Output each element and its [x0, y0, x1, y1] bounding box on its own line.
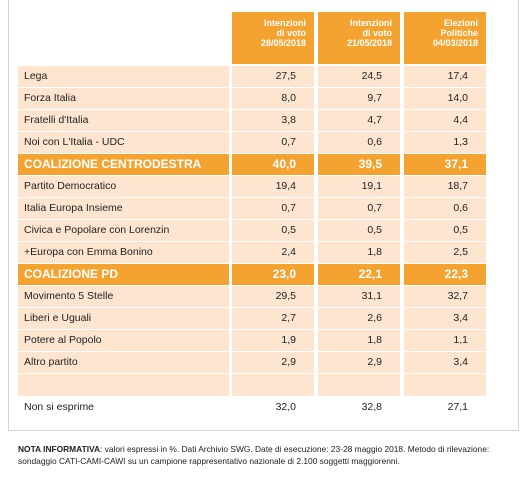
table-row: Movimento 5 Stelle 29,5 31,1 32,7	[18, 286, 489, 307]
note-text: : valori espressi in %. Dati Archivio SW…	[18, 444, 490, 466]
value-cell: 22,1	[318, 264, 400, 285]
row-label: Fratelli d'Italia	[18, 110, 229, 131]
value-cell: 2,7	[232, 308, 314, 329]
table-row: Civica e Popolare con Lorenzin 0,5 0,5 0,5	[18, 220, 489, 241]
value-cell: 1,9	[232, 330, 314, 351]
value-cell: 3,4	[404, 352, 486, 373]
value-cell: 32,8	[361, 401, 382, 413]
coalition-row: COALIZIONE CENTRODESTRA 40,0 39,5 37,1	[18, 154, 489, 175]
spacer-cell	[18, 374, 229, 396]
column-header-2: Intenzioni di voto 21/05/2018	[318, 12, 400, 64]
value-cell: 18,7	[404, 176, 486, 197]
column-header-1: Intenzioni di voto 28/05/2018	[232, 12, 314, 64]
value-cell: 1,8	[318, 330, 400, 351]
value-cell: 9,7	[318, 88, 400, 109]
table-row: Fratelli d'Italia 3,8 4,7 4,4	[18, 110, 489, 131]
table-row: Liberi e Uguali 2,7 2,6 3,4	[18, 308, 489, 329]
row-label: Forza Italia	[18, 88, 229, 109]
value-cell: 0,7	[232, 198, 314, 219]
row-label: Altro partito	[18, 352, 229, 373]
table-row: Italia Europa Insieme 0,7 0,7 0,6	[18, 198, 489, 219]
table-row: Potere al Popolo 1,9 1,8 1,1	[18, 330, 489, 351]
value-cell: 1,3	[404, 132, 486, 153]
row-label: Non si esprime	[24, 401, 95, 413]
value-cell: 2,9	[318, 352, 400, 373]
row-label: +Europa con Emma Bonino	[18, 242, 229, 263]
value-cell: 0,6	[404, 198, 486, 219]
column-header-3: Elezioni Politiche 04/03/2018	[404, 12, 486, 64]
column-header-line: Intenzioni	[350, 18, 392, 28]
info-note: NOTA INFORMATIVA: valori espressi in %. …	[18, 443, 514, 467]
row-label: Partito Democratico	[18, 176, 229, 197]
value-cell: 0,7	[232, 132, 314, 153]
value-cell: 32,7	[404, 286, 486, 307]
value-cell: 39,5	[318, 154, 400, 175]
row-label: Movimento 5 Stelle	[18, 286, 229, 307]
column-header-line: 04/03/2018	[432, 38, 478, 48]
value-cell: 29,5	[232, 286, 314, 307]
value-cell: 19,1	[318, 176, 400, 197]
row-label: COALIZIONE CENTRODESTRA	[18, 154, 229, 175]
spacer-cell	[404, 374, 486, 396]
note-title: NOTA INFORMATIVA	[18, 444, 101, 454]
value-cell: 23,0	[232, 264, 314, 285]
row-label: Potere al Popolo	[18, 330, 229, 351]
value-cell: 8,0	[232, 88, 314, 109]
value-cell: 19,4	[232, 176, 314, 197]
value-cell: 0,6	[318, 132, 400, 153]
value-cell: 22,3	[404, 264, 486, 285]
value-cell: 2,4	[232, 242, 314, 263]
value-cell: 2,9	[232, 352, 314, 373]
poll-table: Lega 27,5 24,5 17,4 Forza Italia 8,0 9,7 14,0 Fr…	[18, 66, 489, 419]
value-cell: 3,8	[232, 110, 314, 131]
value-cell: 0,5	[232, 220, 314, 241]
column-header-line: di voto	[362, 28, 393, 38]
value-cell: 17,4	[404, 66, 486, 87]
row-label: Civica e Popolare con Lorenzin	[18, 220, 229, 241]
value-cell: 31,1	[318, 286, 400, 307]
table-row: Noi con L'Italia - UDC 0,7 0,6 1,3	[18, 132, 489, 153]
table-row: Altro partito 2,9 2,9 3,4	[18, 352, 489, 373]
row-label: Liberi e Uguali	[18, 308, 229, 329]
table-row: Lega 27,5 24,5 17,4	[18, 66, 489, 87]
column-header-line: 28/05/2018	[260, 38, 306, 48]
value-cell: 0,5	[318, 220, 400, 241]
frame-right-border	[518, 0, 519, 430]
row-label: Noi con L'Italia - UDC	[18, 132, 229, 153]
value-cell: 0,7	[318, 198, 400, 219]
coalition-row: COALIZIONE PD 23,0 22,1 22,3	[18, 264, 489, 285]
value-cell: 37,1	[404, 154, 486, 175]
value-cell: 4,7	[318, 110, 400, 131]
column-header-line: Politiche	[440, 28, 478, 38]
spacer-cell	[318, 374, 400, 396]
column-header-line: 21/05/2018	[346, 38, 392, 48]
value-cell: 4,4	[404, 110, 486, 131]
table-row: Non si esprime 32,0 32,8 27,1	[18, 397, 489, 418]
value-cell: 14,0	[404, 88, 486, 109]
value-cell: 2,6	[318, 308, 400, 329]
table-row: Forza Italia 8,0 9,7 14,0	[18, 88, 489, 109]
table-row: +Europa con Emma Bonino 2,4 1,8 2,5	[18, 242, 489, 263]
frame-bottom-border	[8, 430, 519, 431]
value-cell: 0,5	[404, 220, 486, 241]
value-cell: 24,5	[318, 66, 400, 87]
value-cell: 2,5	[404, 242, 486, 263]
row-label: COALIZIONE PD	[18, 264, 229, 285]
value-cell: 1,1	[404, 330, 486, 351]
value-cell: 32,0	[275, 401, 296, 413]
value-cell: 27,5	[232, 66, 314, 87]
row-label: Lega	[18, 66, 229, 87]
spacer-row	[18, 374, 489, 396]
column-header-line: Intenzioni	[264, 18, 306, 28]
spacer-cell	[232, 374, 314, 396]
value-cell: 40,0	[232, 154, 314, 175]
column-header-line: Elezioni	[443, 18, 478, 28]
table-row: Partito Democratico 19,4 19,1 18,7	[18, 176, 489, 197]
row-label: Italia Europa Insieme	[18, 198, 229, 219]
column-header-line: di voto	[276, 28, 307, 38]
value-cell: 27,1	[447, 401, 468, 413]
frame-left-border	[8, 0, 9, 430]
value-cell: 1,8	[318, 242, 400, 263]
value-cell: 3,4	[404, 308, 486, 329]
